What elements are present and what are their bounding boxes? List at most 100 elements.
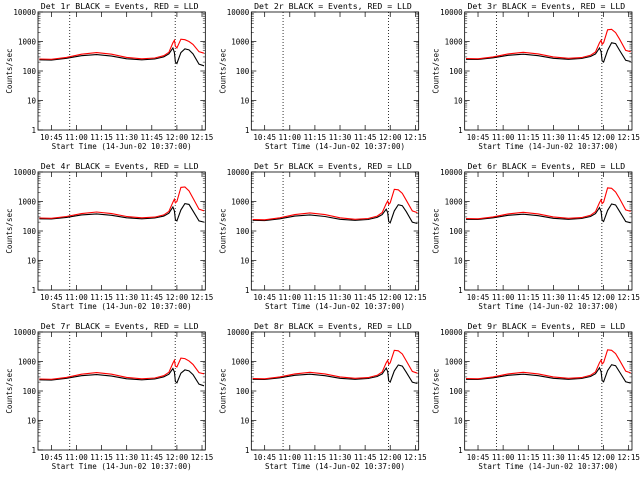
- y-tick-label: 1: [245, 446, 250, 455]
- y-tick-label: 1000: [18, 38, 37, 47]
- y-tick-label: 10: [454, 257, 464, 266]
- series-line-events: [465, 364, 631, 384]
- y-tick-label: 100: [449, 227, 463, 236]
- x-tick-label: 12:15: [617, 293, 640, 302]
- chart-title: Det 1r BLACK = Events, RED = LLD: [41, 1, 199, 11]
- y-tick-label: 1000: [445, 38, 464, 47]
- y-tick-label: 1: [245, 126, 250, 135]
- chart-title: Det 3r BLACK = Events, RED = LLD: [467, 1, 625, 11]
- series-line-events: [465, 42, 631, 64]
- x-tick-label: 11:15: [517, 133, 540, 142]
- x-axis-label: Start Time (14-Jun-02 10:37:00): [265, 302, 405, 311]
- x-tick-label: 12:15: [404, 133, 427, 142]
- x-tick-label: 11:45: [567, 133, 590, 142]
- series-line-events: [39, 202, 205, 223]
- x-tick-label: 11:00: [65, 453, 88, 462]
- y-axis-label: Counts/sec: [432, 368, 441, 413]
- y-tick-label: 10000: [13, 168, 36, 177]
- x-tick-label: 10:45: [40, 133, 63, 142]
- y-tick-label: 1: [458, 286, 463, 295]
- x-tick-label: 11:30: [329, 133, 352, 142]
- y-tick-label: 1000: [18, 358, 37, 367]
- x-axis-label: Start Time (14-Jun-02 10:37:00): [478, 462, 618, 471]
- series-line-lld: [39, 186, 205, 219]
- x-tick-label: 11:00: [279, 453, 302, 462]
- plot-frame: [250, 171, 420, 291]
- chart-det-5r: Det 5r BLACK = Events, RED = LLD 1 10 100 10…: [218, 161, 426, 311]
- y-tick-label: 100: [236, 67, 250, 76]
- y-axis-label: Counts/sec: [218, 208, 227, 253]
- y-tick-label: 1000: [18, 198, 37, 207]
- x-tick-label: 12:00: [166, 293, 189, 302]
- plot-frame: [37, 11, 206, 131]
- y-tick-label: 10000: [13, 8, 36, 17]
- y-axis-label: Counts/sec: [218, 368, 227, 413]
- plot-frame: [464, 331, 633, 451]
- x-tick-label: 11:30: [329, 293, 352, 302]
- x-tick-label: 10:45: [253, 133, 276, 142]
- x-tick-label: 10:45: [40, 293, 63, 302]
- chart-det-7r: Det 7r BLACK = Events, RED = LLD 1 10 100 10…: [5, 321, 213, 471]
- x-tick-label: 11:30: [115, 293, 138, 302]
- y-tick-label: 100: [449, 387, 463, 396]
- x-tick-label: 12:00: [592, 453, 615, 462]
- series-line-lld: [465, 349, 631, 380]
- x-tick-label: 12:00: [379, 293, 402, 302]
- x-axis-label: Start Time (14-Jun-02 10:37:00): [478, 302, 618, 311]
- x-tick-label: 11:45: [141, 453, 164, 462]
- y-tick-label: 10000: [440, 168, 463, 177]
- y-axis-label: Counts/sec: [5, 208, 14, 253]
- chart-det-4r: Det 4r BLACK = Events, RED = LLD 1 10 100 10…: [5, 161, 213, 311]
- y-tick-label: 1: [31, 126, 36, 135]
- y-tick-label: 1: [458, 126, 463, 135]
- x-tick-label: 10:45: [40, 453, 63, 462]
- chart-title: Det 4r BLACK = Events, RED = LLD: [41, 161, 199, 171]
- x-tick-label: 12:00: [166, 453, 189, 462]
- x-tick-label: 11:30: [115, 453, 138, 462]
- y-tick-label: 10: [27, 257, 37, 266]
- x-tick-label: 11:15: [304, 293, 327, 302]
- y-tick-label: 10: [454, 417, 464, 426]
- x-axis-label: Start Time (14-Jun-02 10:37:00): [52, 302, 192, 311]
- y-tick-label: 1000: [231, 358, 250, 367]
- x-tick-label: 11:30: [542, 453, 565, 462]
- y-tick-label: 1: [31, 446, 36, 455]
- x-tick-label: 12:15: [617, 133, 640, 142]
- y-tick-label: 100: [236, 227, 250, 236]
- x-tick-label: 10:45: [467, 293, 490, 302]
- series-line-lld: [252, 188, 418, 221]
- x-tick-label: 12:15: [191, 453, 214, 462]
- chart-title: Det 9r BLACK = Events, RED = LLD: [467, 321, 625, 331]
- y-tick-label: 10: [240, 417, 250, 426]
- x-tick-label: 10:45: [253, 293, 276, 302]
- y-tick-label: 10: [240, 257, 250, 266]
- y-axis-label: Counts/sec: [5, 48, 14, 93]
- series-line-lld: [465, 187, 631, 220]
- plot-frame: [37, 331, 206, 451]
- x-tick-label: 12:15: [404, 293, 427, 302]
- plot-frame: [250, 11, 420, 131]
- y-tick-label: 10000: [440, 8, 463, 17]
- x-tick-label: 11:00: [492, 293, 515, 302]
- chart-det-1r: Det 1r BLACK = Events, RED = LLD 1 10 100 10…: [5, 1, 213, 151]
- y-tick-label: 10000: [13, 328, 36, 337]
- y-tick-label: 1000: [231, 198, 250, 207]
- x-tick-label: 12:00: [379, 453, 402, 462]
- x-tick-label: 11:00: [65, 133, 88, 142]
- x-axis-label: Start Time (14-Jun-02 10:37:00): [265, 462, 405, 471]
- x-tick-label: 10:45: [467, 133, 490, 142]
- y-tick-label: 100: [22, 387, 36, 396]
- x-tick-label: 10:45: [467, 453, 490, 462]
- series-line-lld: [39, 357, 205, 380]
- x-tick-label: 11:45: [141, 133, 164, 142]
- y-axis-label: Counts/sec: [218, 48, 227, 93]
- x-tick-label: 11:30: [542, 133, 565, 142]
- y-axis-label: Counts/sec: [432, 48, 441, 93]
- x-tick-label: 12:15: [191, 293, 214, 302]
- x-tick-label: 12:00: [592, 293, 615, 302]
- x-axis-label: Start Time (14-Jun-02 10:37:00): [478, 142, 618, 151]
- x-tick-label: 11:15: [517, 293, 540, 302]
- y-tick-label: 100: [449, 67, 463, 76]
- y-axis-label: Counts/sec: [432, 208, 441, 253]
